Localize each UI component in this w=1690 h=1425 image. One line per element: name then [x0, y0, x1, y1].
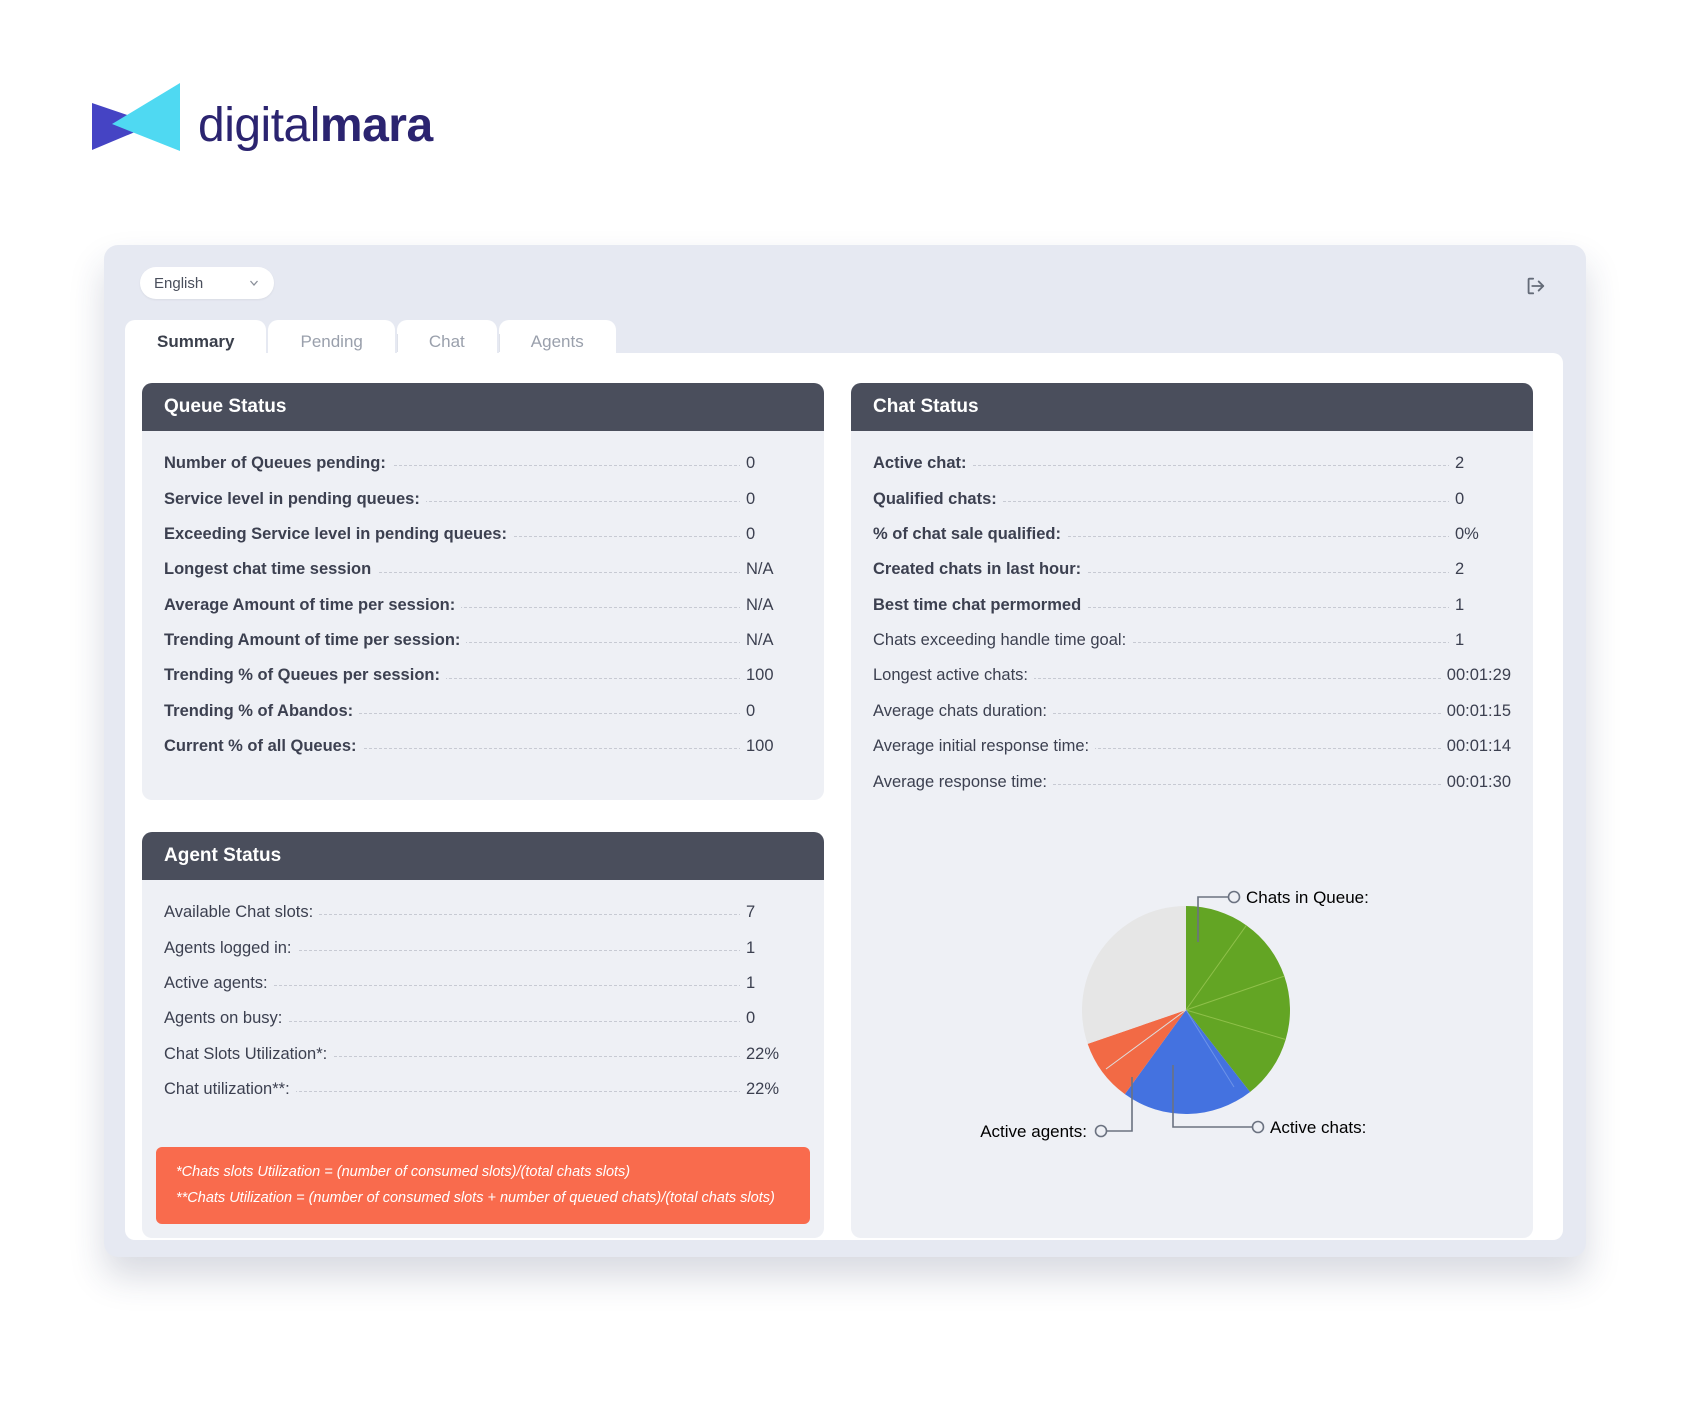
svg-text:Active chats:: Active chats:	[1270, 1118, 1366, 1137]
svg-text:Active agents:: Active agents:	[980, 1122, 1087, 1141]
svg-text:Chats in Queue:: Chats in Queue:	[1246, 888, 1369, 907]
